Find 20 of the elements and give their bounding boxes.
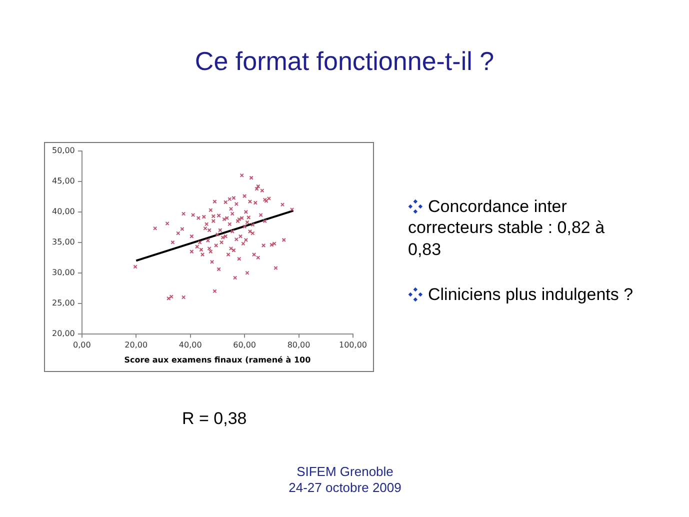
x-tick-label: 40,00 [178, 340, 202, 350]
text: R = 0,38 [182, 409, 247, 428]
y-tick-label: 25,00 [52, 298, 75, 308]
x-tick-label: 80,00 [287, 340, 310, 350]
text: 24-27 octobre 2009 [288, 480, 402, 495]
y-tick-label: 35,00 [52, 237, 75, 246]
x-axis-title: Score aux examens finaux (ramené à 100 [124, 355, 312, 364]
text: Concordance inter correcteurs stable : 0,82 à 0,83 [408, 197, 605, 258]
y-tick-label: 50,00 [52, 146, 75, 156]
x-tick-label: 100,00 [339, 340, 367, 350]
chart-title: Ce format fonctionne-t-il ? [194, 46, 496, 77]
y-tick-label: 45,00 [52, 176, 75, 186]
y-tick-label: 40,00 [52, 207, 75, 216]
x-tick-label: 0,00 [72, 340, 91, 350]
text: Cliniciens plus indulgents ? [428, 285, 634, 304]
y-tick-label: 30,00 [52, 268, 75, 277]
text: SIFEM Grenoble [296, 464, 394, 479]
x-tick-label: 60,00 [233, 340, 256, 350]
x-tick-label: 20,00 [124, 340, 148, 350]
y-tick-label: 20,00 [52, 328, 75, 338]
